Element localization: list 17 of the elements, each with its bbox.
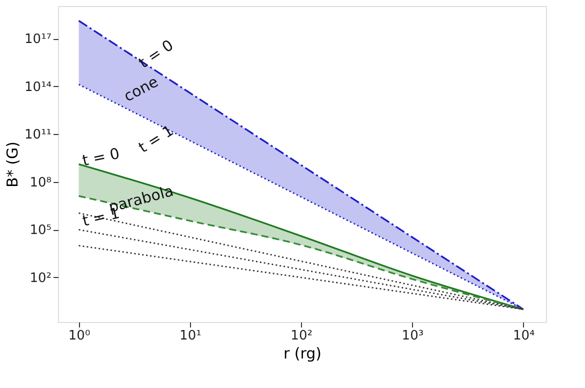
y-tick-label: 10² bbox=[30, 270, 52, 286]
y-axis-title: B* (G) bbox=[4, 142, 22, 188]
y-tick-label: 10⁵ bbox=[30, 223, 52, 238]
y-tick-label: 10⁸ bbox=[30, 175, 52, 190]
annotation: t = 0 bbox=[135, 36, 177, 72]
x-axis-title: r (rg) bbox=[283, 344, 322, 362]
annotation: cone bbox=[120, 72, 162, 106]
y-tick-label: 10¹⁴ bbox=[24, 80, 52, 95]
y-tick-label: 10¹¹ bbox=[24, 128, 52, 143]
x-tick-label: 10⁰ bbox=[68, 328, 90, 344]
annotation: t = 0 bbox=[80, 144, 122, 170]
y-tick-label: 10¹⁷ bbox=[24, 32, 52, 48]
x-tick-label: 10³ bbox=[402, 328, 424, 344]
x-tick-label: 10⁴ bbox=[512, 328, 535, 344]
x-tick-label: 10¹ bbox=[180, 328, 202, 344]
x-tick-label: 10² bbox=[290, 328, 312, 344]
annotation: t = 1 bbox=[135, 121, 177, 157]
